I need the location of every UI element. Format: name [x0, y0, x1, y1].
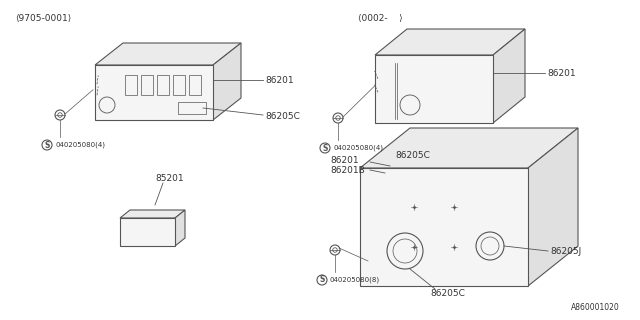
Polygon shape	[360, 168, 528, 286]
Text: 86201: 86201	[547, 68, 575, 77]
Polygon shape	[528, 128, 578, 286]
Text: 85201: 85201	[155, 173, 184, 182]
Text: ⟨0002-    ⟩: ⟨0002- ⟩	[358, 13, 403, 22]
Polygon shape	[95, 43, 241, 65]
Text: S: S	[319, 276, 324, 284]
Text: 86205C: 86205C	[430, 289, 465, 298]
Polygon shape	[493, 29, 525, 123]
Bar	[125, 75, 137, 95]
Polygon shape	[175, 210, 185, 246]
Text: 040205080(8): 040205080(8)	[330, 277, 380, 283]
Polygon shape	[120, 218, 175, 246]
Text: 040205080(4): 040205080(4)	[55, 142, 105, 148]
Text: 86201B: 86201B	[330, 165, 365, 174]
Text: 86205C: 86205C	[395, 150, 430, 159]
Bar	[178, 102, 206, 114]
Polygon shape	[375, 29, 525, 55]
Bar	[189, 75, 201, 95]
Polygon shape	[360, 128, 578, 168]
Polygon shape	[95, 65, 213, 120]
Text: 86205C: 86205C	[265, 111, 300, 121]
Polygon shape	[213, 43, 241, 120]
Bar	[141, 75, 153, 95]
Text: 86205J: 86205J	[550, 246, 581, 255]
Text: 86201: 86201	[330, 156, 358, 164]
Text: A860001020: A860001020	[572, 303, 620, 313]
Bar	[173, 75, 185, 95]
Text: S: S	[323, 143, 328, 153]
Text: S: S	[44, 140, 50, 149]
Text: 86201: 86201	[265, 76, 294, 84]
Text: ⟨9705-0001⟩: ⟨9705-0001⟩	[15, 13, 71, 22]
Polygon shape	[120, 210, 185, 218]
Text: 040205080(4): 040205080(4)	[333, 145, 383, 151]
Polygon shape	[375, 55, 493, 123]
Bar	[157, 75, 169, 95]
